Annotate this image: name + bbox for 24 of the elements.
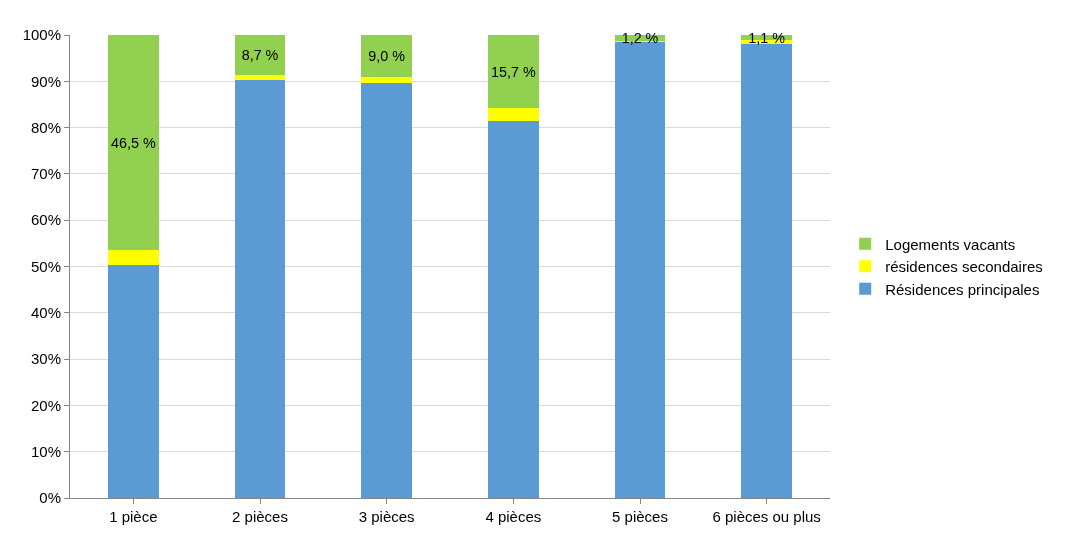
x-tick-label: 2 pièces (232, 508, 288, 525)
data-label: 15,7 % (491, 63, 536, 80)
legend-label: résidences secondaires (885, 258, 1043, 276)
x-tick-label: 4 pièces (485, 508, 542, 525)
y-tick-label: 20% (30, 396, 61, 414)
y-tick-label: 80% (30, 118, 61, 136)
y-tick-label: 70% (30, 165, 61, 183)
data-label: 8,7 % (241, 47, 279, 64)
x-tick-label: 1 pièce (109, 508, 158, 525)
x-tick-label: 6 pièces ou plus (712, 508, 821, 525)
y-tick-label: 100% (22, 26, 61, 44)
y-tick-label: 10% (30, 442, 61, 460)
y-tick-label: 50% (30, 257, 61, 275)
legend-label: Résidences principales (885, 280, 1040, 298)
y-tick-label: 0% (39, 489, 61, 507)
y-tick-label: 90% (30, 72, 61, 90)
y-tick-label: 30% (30, 350, 61, 368)
x-tick-label: 3 pièces (358, 508, 415, 525)
data-label: 9,0 % (368, 48, 406, 65)
x-tick-label: 5 pièces (612, 508, 668, 525)
data-label: 46,5 % (111, 134, 156, 151)
y-tick-label: 60% (30, 211, 61, 229)
y-tick-label: 40% (30, 304, 61, 322)
legend-label: Logements vacants (885, 235, 1016, 253)
